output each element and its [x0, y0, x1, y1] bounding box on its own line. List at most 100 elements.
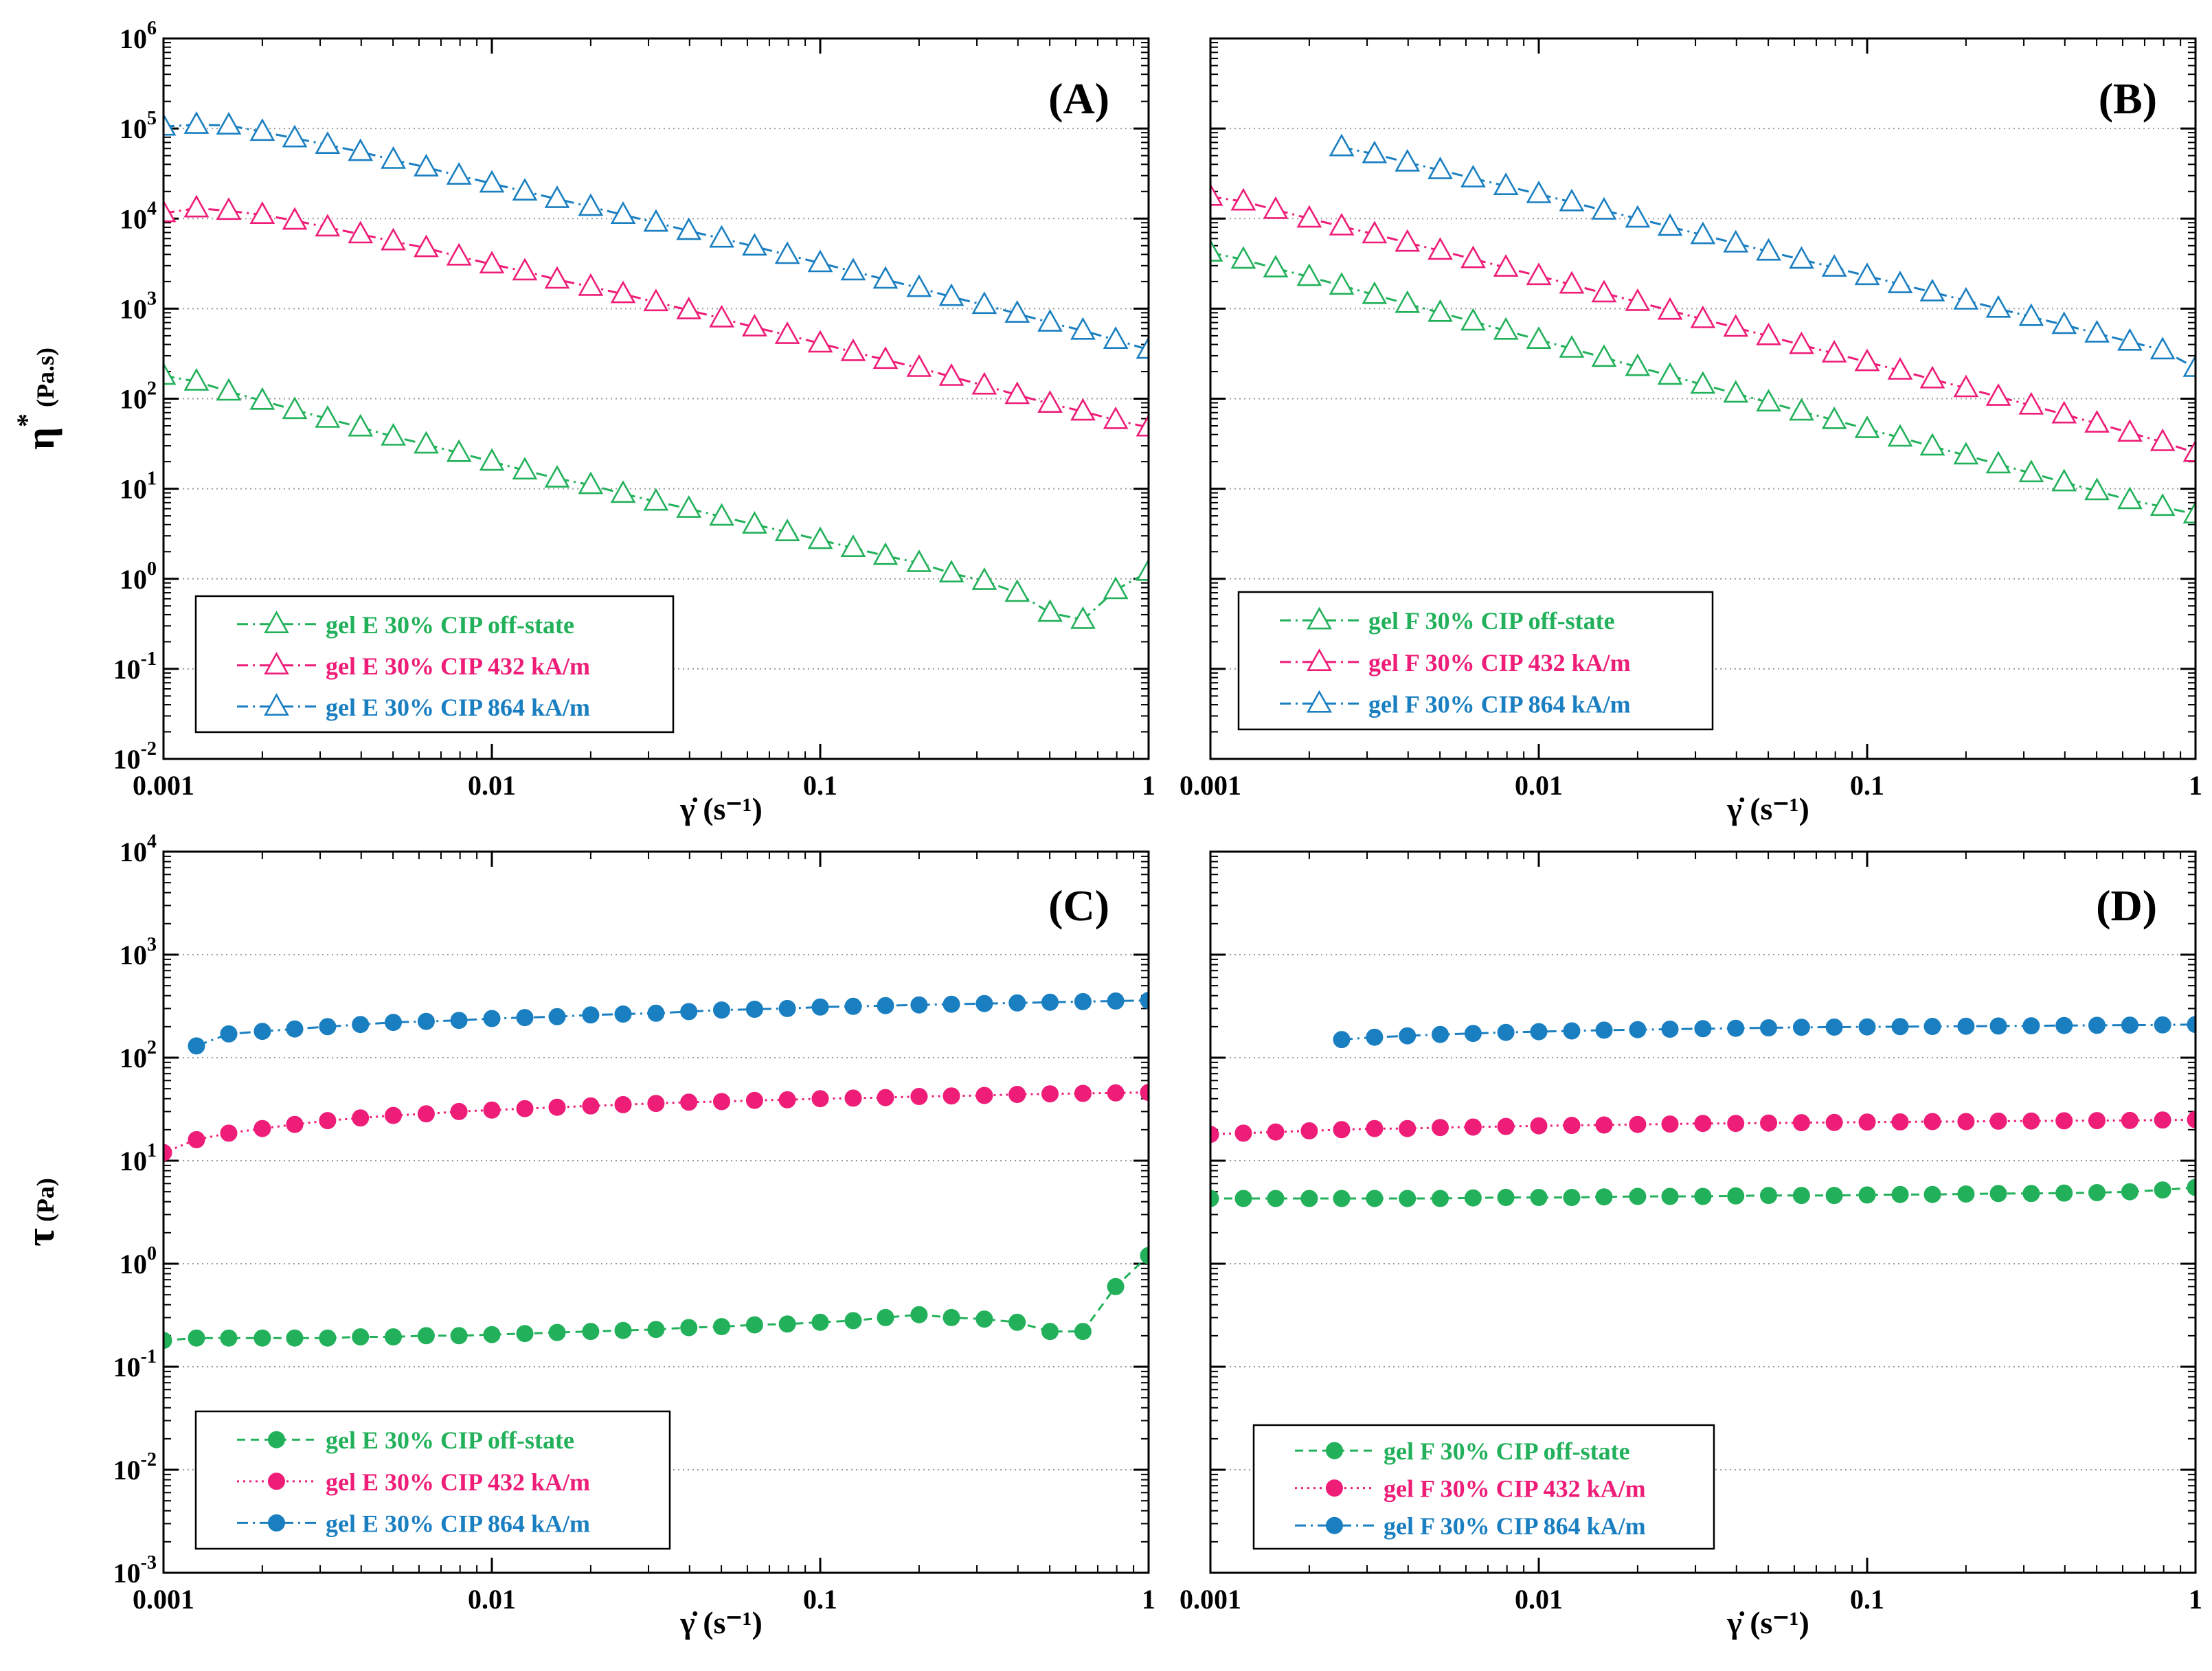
series-line: [163, 207, 1149, 429]
data-point: [2018, 303, 2044, 326]
data-point: [1625, 205, 1651, 228]
data-point: [1625, 288, 1651, 311]
data-point: [1037, 390, 1063, 413]
data-point: [2022, 1017, 2040, 1035]
data-point: [319, 1112, 337, 1130]
x-tick-label: 1: [1142, 1584, 1155, 1615]
data-point: [450, 1102, 468, 1120]
data-point: [483, 1101, 501, 1119]
x-tick-label: 1: [1142, 770, 1155, 801]
data-point: [610, 480, 636, 503]
data-point: [2022, 1112, 2040, 1130]
data-point: [778, 999, 796, 1017]
data-point: [778, 1091, 796, 1109]
legend-label: gel F 30% CIP off-state: [1368, 607, 1615, 635]
data-point: [1661, 1115, 1679, 1133]
data-point: [877, 997, 894, 1014]
data-point: [745, 1001, 763, 1018]
data-point: [1825, 1019, 1843, 1036]
data-point: [1854, 416, 1880, 438]
data-point: [548, 1098, 566, 1116]
data-point: [2117, 328, 2143, 351]
data-point: [216, 112, 242, 135]
data-point: [2117, 419, 2143, 442]
data-point: [414, 154, 439, 177]
data-point: [163, 199, 177, 223]
data-point: [1107, 1084, 1125, 1102]
data-point: [1694, 1115, 1712, 1133]
legend: gel E 30% CIP off-state gel E 30% CIP 432…: [194, 595, 675, 734]
x-tick-label: 0.1: [1850, 1584, 1884, 1615]
y-tick-label: 104: [120, 831, 157, 867]
data-point: [1923, 1018, 1941, 1035]
legend-marker: [1326, 1516, 1343, 1534]
y-tick-label: 105: [120, 108, 157, 144]
series-3: [1329, 133, 2196, 377]
data-point: [1792, 1019, 1810, 1036]
data-point: [1263, 255, 1289, 277]
data-point: [938, 283, 964, 306]
data-point: [1989, 1017, 2007, 1035]
data-point: [1985, 295, 2011, 318]
data-point: [643, 209, 669, 232]
data-point: [1432, 1025, 1449, 1043]
data-point: [906, 274, 932, 297]
x-tick-label: 0.01: [468, 1584, 516, 1615]
panel-letter: (D): [2096, 881, 2157, 930]
data-point: [1037, 309, 1063, 332]
panel-letter: (B): [2099, 74, 2157, 123]
data-point: [1891, 1113, 1909, 1130]
data-point: [1694, 1020, 1712, 1038]
data-point: [348, 138, 374, 161]
data-point: [943, 1087, 960, 1105]
data-point: [1591, 196, 1617, 220]
data-point: [1460, 164, 1486, 187]
data-point: [1789, 331, 1814, 354]
data-point: [1362, 220, 1388, 244]
data-point: [578, 273, 604, 296]
data-point: [840, 258, 866, 281]
data-point: [1563, 1189, 1581, 1206]
data-point: [1493, 254, 1519, 277]
y-tick-label: 101: [120, 468, 157, 505]
data-point: [1362, 140, 1388, 163]
data-point: [183, 111, 210, 134]
data-point: [1825, 1113, 1843, 1131]
data-point: [1395, 148, 1421, 172]
data-point: [745, 1091, 763, 1109]
legend-label: gel F 30% CIP 864 kA/m: [1384, 1512, 1646, 1540]
data-point: [1694, 1187, 1712, 1205]
data-point: [2121, 1016, 2138, 1034]
data-point: [1037, 599, 1063, 622]
data-point: [1300, 1190, 1318, 1207]
x-tick-label: 0.001: [1180, 1584, 1241, 1615]
data-point: [2084, 319, 2110, 343]
data-point: [2018, 459, 2044, 483]
chart-panel-c: 10-3 10-2 10-1 100 101 102 103 104 0.001 0.01 0.1 1…: [18, 831, 1155, 1640]
data-point: [163, 113, 177, 136]
data-point: [1690, 221, 1716, 245]
x-tick-label: 0.1: [1850, 770, 1884, 801]
data-point: [2084, 477, 2110, 501]
series-line: [1341, 1023, 2196, 1041]
data-point: [943, 995, 960, 1013]
data-point: [483, 1010, 501, 1027]
data-point: [286, 1020, 304, 1038]
data-point: [1559, 271, 1585, 294]
data-point: [1923, 1113, 1941, 1130]
data-point: [1756, 322, 1781, 345]
data-point: [647, 1321, 665, 1339]
data-point: [1953, 286, 1979, 310]
data-point: [877, 1089, 894, 1106]
data-point: [614, 1005, 632, 1023]
data-point: [2187, 1179, 2196, 1196]
data-point: [1953, 442, 1979, 465]
data-point: [1858, 1186, 1876, 1204]
data-point: [840, 534, 866, 558]
legend-marker: [1307, 690, 1332, 713]
data-point: [1661, 1021, 1679, 1038]
data-point: [2149, 493, 2176, 516]
data-point: [844, 1312, 862, 1330]
data-point: [2154, 1111, 2171, 1129]
data-point: [1690, 371, 1716, 394]
